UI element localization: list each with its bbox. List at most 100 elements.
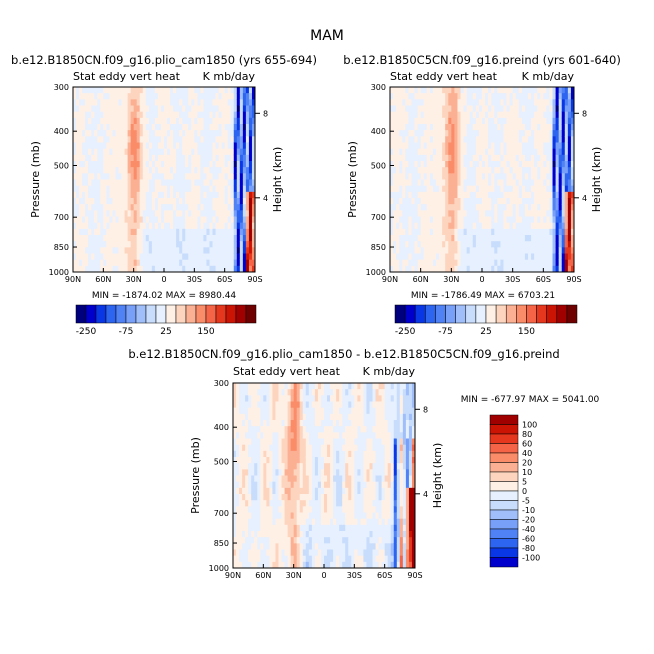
heatmap-cell (463, 161, 468, 168)
heatmap-cell (115, 154, 119, 162)
heatmap-cell (327, 500, 331, 507)
heatmap-cell (290, 537, 295, 544)
heatmap-cell (524, 198, 529, 205)
heatmap-cell (239, 216, 244, 224)
heatmap-cell (528, 87, 532, 94)
heatmap-cell (320, 444, 325, 452)
heatmap-cell (429, 173, 434, 180)
heatmap-cell (284, 395, 288, 402)
heatmap-cell (94, 253, 98, 261)
heatmap-cell (420, 130, 425, 137)
heatmap-cell (100, 167, 104, 174)
heatmap-cell (537, 105, 541, 113)
heatmap-cell (345, 469, 349, 476)
heatmap-cell (445, 99, 449, 106)
heatmap-cell (317, 531, 322, 538)
heatmap-cell (242, 253, 247, 261)
heatmap-cell (287, 389, 292, 396)
heatmap-cell (451, 204, 455, 211)
heatmap-cell (221, 136, 226, 143)
heatmap-cell (472, 136, 477, 143)
heatmap-cell (133, 99, 138, 106)
heatmap-cell (209, 259, 213, 267)
heatmap-cell (405, 117, 409, 125)
heatmap-cell (524, 247, 529, 254)
heatmap-cell (79, 161, 83, 168)
heatmap-cell (260, 389, 264, 396)
heatmap-cell (466, 253, 471, 261)
heatmap-cell (537, 228, 541, 236)
heatmap-cell (531, 210, 535, 217)
heatmap-cell (242, 124, 247, 131)
heatmap-cell (118, 228, 122, 236)
heatmap-cell (531, 111, 535, 119)
heatmap-cell (552, 253, 556, 261)
heatmap-cell (293, 487, 298, 495)
heatmap-cell (454, 204, 458, 211)
y-tick-label: 300 (54, 83, 69, 92)
heatmap-cell (475, 148, 480, 156)
heatmap-cell (333, 450, 337, 458)
heatmap-cell (308, 426, 313, 433)
heatmap-cell (506, 154, 510, 162)
heatmap-cell (524, 105, 529, 113)
heatmap-cell (260, 438, 264, 446)
heatmap-cell (494, 124, 498, 131)
heatmap-cell (266, 420, 270, 427)
heatmap-cell (442, 198, 446, 205)
heatmap-cell (257, 444, 261, 452)
heatmap-cell (142, 154, 147, 162)
heatmap-cell (233, 469, 237, 476)
heatmap-cell (500, 173, 504, 180)
heatmap-cell (148, 161, 153, 168)
heatmap-cell (293, 543, 298, 550)
heatmap-cell (509, 204, 514, 211)
heatmap-cell (390, 179, 394, 187)
heatmap-cell (109, 124, 113, 131)
heatmap-cell (251, 389, 255, 396)
heatmap-cell (454, 111, 458, 119)
heatmap-cell (305, 512, 310, 520)
heatmap-cell (463, 148, 468, 156)
heatmap-cell (402, 191, 406, 199)
heatmap-cell (245, 191, 250, 199)
heatmap-cell (293, 537, 298, 544)
heatmap-cell (540, 136, 544, 143)
heatmap-cell (503, 210, 507, 217)
heatmap-cell (109, 204, 113, 211)
heatmap-cell (290, 463, 295, 470)
heatmap-cell (552, 111, 556, 119)
heatmap-cell (239, 457, 243, 464)
heatmap-cell (287, 450, 292, 458)
heatmap-cell (203, 241, 207, 248)
heatmap-cell (136, 247, 141, 254)
heatmap-cell (506, 130, 510, 137)
heatmap-cell (197, 235, 201, 242)
heatmap-cell (478, 154, 483, 162)
heatmap-cell (540, 179, 544, 187)
heatmap-cell (342, 518, 346, 526)
heatmap-cell (555, 185, 560, 193)
heatmap-cell (478, 247, 483, 254)
heatmap-cell (531, 117, 535, 125)
heatmap-cell (251, 111, 256, 119)
heatmap-cell (157, 87, 162, 94)
heatmap-cell (561, 228, 566, 236)
x-tick-label: 60S (217, 275, 232, 284)
heatmap-cell (221, 216, 226, 224)
heatmap-cell (173, 124, 177, 131)
heatmap-cell (420, 210, 425, 217)
heatmap-cell (251, 426, 255, 433)
heatmap-cell (179, 228, 183, 236)
heatmap-cell (552, 99, 556, 106)
heatmap-cell (85, 179, 89, 187)
colorbar-swatch (115, 304, 127, 324)
heatmap-cell (564, 93, 569, 100)
x-tick-label: 30S (187, 275, 202, 284)
heatmap-cell (354, 500, 358, 507)
heatmap-cell (263, 450, 267, 458)
heatmap-cell (426, 154, 431, 162)
heatmap-cell (176, 93, 180, 100)
heatmap-cell (546, 179, 550, 187)
heatmap-cell (145, 222, 150, 230)
